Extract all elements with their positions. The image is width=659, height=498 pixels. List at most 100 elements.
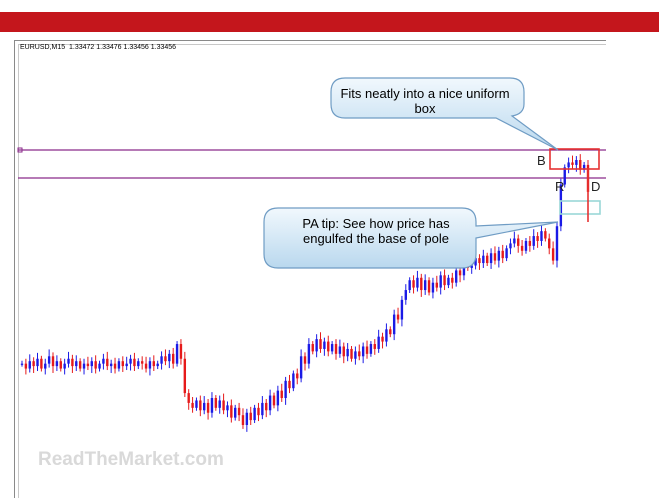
candle-body	[206, 402, 210, 413]
candle	[90, 357, 93, 373]
candle	[249, 406, 252, 425]
candle	[113, 357, 117, 374]
candle-body	[412, 280, 415, 288]
candle-body	[447, 277, 450, 286]
candle	[94, 355, 97, 374]
candle-body	[203, 402, 206, 411]
candle	[206, 398, 210, 420]
candle-body	[408, 280, 411, 291]
candle	[377, 329, 380, 353]
candle-body	[67, 358, 70, 364]
candle	[548, 233, 551, 255]
candle-body	[315, 339, 318, 352]
candle	[451, 272, 454, 289]
candle	[63, 358, 66, 375]
candle	[296, 368, 299, 385]
candle-body	[47, 356, 51, 364]
candle-body	[129, 358, 132, 364]
candle-body	[323, 341, 326, 349]
candle	[32, 357, 35, 373]
candle	[342, 342, 345, 364]
candle	[536, 232, 539, 248]
flag-box	[549, 148, 600, 170]
candle-body	[458, 270, 462, 276]
candle-body	[109, 363, 113, 367]
candle-body	[140, 361, 144, 364]
candle	[423, 274, 427, 295]
candle	[404, 284, 407, 305]
candle-body	[582, 164, 586, 170]
candle-body	[350, 348, 353, 359]
candle	[544, 228, 547, 242]
candle	[261, 396, 264, 420]
candle-body	[265, 402, 268, 411]
candle-body	[171, 353, 175, 364]
candle	[292, 370, 295, 392]
candle-body	[303, 356, 307, 364]
candle	[44, 358, 47, 375]
candle-body	[102, 358, 105, 364]
candle	[237, 402, 241, 422]
candle	[148, 357, 152, 376]
candle	[280, 383, 283, 402]
candle-body	[346, 348, 349, 357]
candle-body	[482, 255, 485, 264]
candle	[307, 338, 311, 369]
candle	[532, 229, 535, 250]
candle-body	[319, 339, 322, 349]
candle-body	[536, 236, 539, 241]
candle	[86, 356, 90, 371]
candle-body	[268, 395, 272, 411]
candle	[358, 344, 361, 361]
candle	[28, 354, 31, 373]
candle	[168, 349, 171, 369]
candle-body	[439, 275, 442, 288]
candle-body	[462, 263, 466, 276]
candle-body	[117, 361, 121, 369]
candle	[319, 332, 322, 353]
candle	[276, 385, 280, 412]
candle	[98, 360, 101, 372]
candle-body	[381, 336, 384, 342]
candle-body	[183, 358, 187, 394]
candle	[559, 178, 563, 232]
candle-body	[486, 255, 489, 264]
candle	[330, 341, 334, 355]
candle	[315, 334, 318, 358]
candle	[567, 157, 570, 174]
candle-body	[94, 361, 97, 369]
candle-body	[474, 258, 477, 266]
candle-body	[253, 407, 256, 421]
candle	[334, 339, 338, 360]
candle-body	[435, 282, 439, 288]
candle-body	[36, 358, 39, 367]
candle	[67, 351, 70, 368]
candle	[505, 245, 508, 262]
candle	[20, 360, 24, 367]
candle-body	[249, 412, 252, 421]
candle-body	[59, 361, 62, 369]
candle-body	[24, 363, 28, 369]
candle	[183, 351, 187, 398]
candle-body	[144, 363, 148, 369]
candle-body	[524, 240, 528, 251]
candle-body	[234, 407, 237, 418]
candle	[245, 408, 249, 432]
candle	[55, 355, 59, 372]
candle	[164, 349, 167, 366]
candle-body	[354, 351, 357, 359]
candle-body	[152, 361, 156, 367]
candle	[396, 307, 400, 324]
base-box	[559, 200, 601, 215]
candle-body	[44, 363, 47, 369]
candle-body	[148, 361, 152, 369]
candle-body	[400, 299, 404, 320]
candle-body	[20, 363, 24, 365]
candle	[144, 356, 148, 373]
candle-body	[489, 253, 493, 264]
candle	[234, 404, 237, 421]
candle	[381, 332, 384, 349]
candle-body	[358, 351, 361, 357]
candle	[354, 346, 357, 365]
